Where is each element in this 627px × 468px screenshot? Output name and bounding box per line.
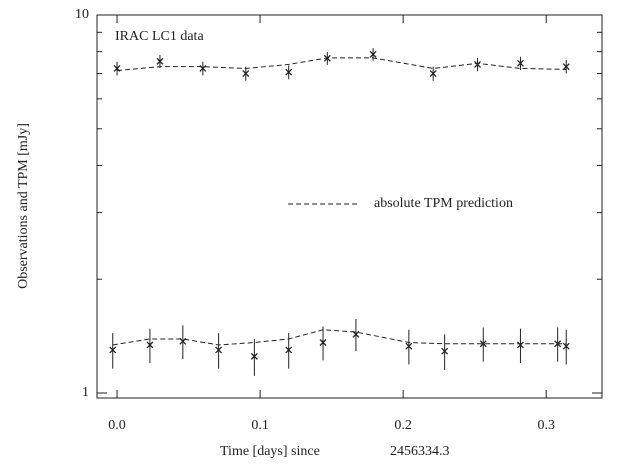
annotation: IRAC LC1 data [115,29,204,44]
data-point [441,347,449,355]
data-point [285,346,293,354]
x-axis-label: 2456334.3 [390,444,450,459]
y-tick-label: 10 [75,7,89,22]
x-tick-label: 0.3 [537,418,555,433]
data-point [516,341,524,349]
data-point [562,63,570,71]
x-tick-label: 0.0 [108,418,126,433]
data-point [369,50,377,58]
legend-label: absolute TPM prediction [374,196,513,211]
data-point [109,346,117,354]
data-point [319,339,327,346]
data-point [516,59,524,67]
data-point [215,346,223,354]
model-line [116,57,567,72]
data-point [146,341,154,349]
data-point [429,70,437,78]
data-point [474,60,481,68]
y-tick-label: 1 [82,385,89,400]
data-point [156,57,164,65]
data-point [479,340,487,348]
y-axis-label: Observations and TPM [mJy] [16,123,31,289]
model-line [112,329,567,346]
x-axis-label: Time [days] since [220,444,320,459]
data-point [285,68,293,76]
data-point [405,342,413,350]
data-point [562,342,570,350]
x-tick-label: 0.2 [394,418,412,433]
x-tick-label: 0.1 [251,418,269,433]
plot-frame [96,14,603,399]
data-point [242,70,250,78]
data-point [250,352,258,360]
